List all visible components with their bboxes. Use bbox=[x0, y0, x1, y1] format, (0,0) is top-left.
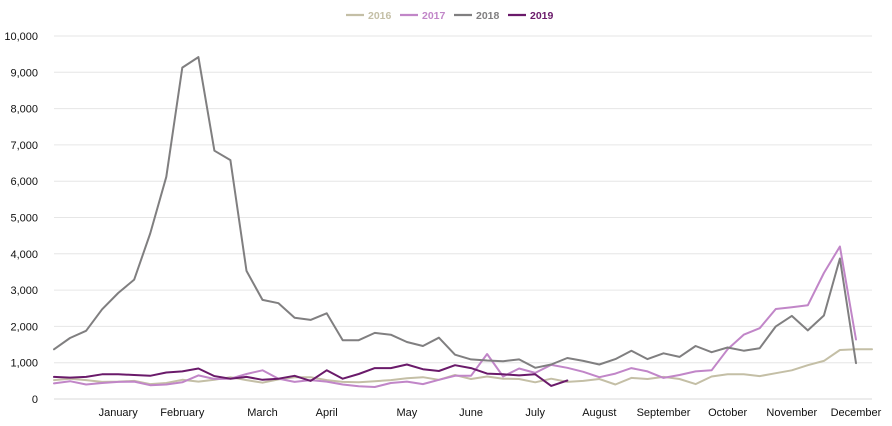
y-tick-label: 6,000 bbox=[10, 176, 38, 188]
y-tick-label: 3,000 bbox=[10, 285, 38, 297]
series-line-2016 bbox=[53, 348, 873, 386]
series-lines bbox=[53, 56, 873, 388]
x-tick-label: June bbox=[459, 407, 483, 419]
x-tick-label: September bbox=[637, 407, 691, 419]
axes: 0 1,000 2,000 3,000 4,000 5,000 6,000 7,000 8,00… bbox=[4, 31, 881, 419]
y-tick-label: 9,000 bbox=[10, 67, 38, 79]
x-tick-label: February bbox=[160, 407, 205, 419]
legend-label-2017: 2017 bbox=[422, 10, 446, 22]
gridlines bbox=[54, 35, 872, 364]
x-tick-label: November bbox=[766, 407, 817, 419]
legend-label-2019: 2019 bbox=[530, 10, 554, 22]
y-tick-label: 8,000 bbox=[10, 104, 38, 116]
y-tick-label: 2,000 bbox=[10, 321, 38, 333]
series-line-2019 bbox=[53, 363, 569, 387]
legend: 2016 2017 2018 2019 bbox=[346, 10, 554, 22]
y-tick-label: 5,000 bbox=[10, 213, 38, 225]
y-tick-label: 0 bbox=[32, 394, 38, 406]
y-tick-label: 4,000 bbox=[10, 249, 38, 261]
x-tick-label: July bbox=[525, 407, 545, 419]
series-line-2018 bbox=[53, 56, 857, 369]
x-tick-label: October bbox=[708, 407, 747, 419]
y-tick-label: 7,000 bbox=[10, 140, 38, 152]
series-line-2017 bbox=[53, 245, 857, 388]
x-tick-label: December bbox=[831, 407, 882, 419]
legend-label-2016: 2016 bbox=[368, 10, 392, 22]
x-tick-label: April bbox=[316, 407, 338, 419]
x-tick-label: January bbox=[99, 407, 139, 419]
y-tick-label: 1,000 bbox=[10, 358, 38, 370]
y-tick-label: 10,000 bbox=[4, 31, 38, 43]
x-tick-label: March bbox=[247, 407, 278, 419]
legend-label-2018: 2018 bbox=[476, 10, 500, 22]
x-tick-label: May bbox=[396, 407, 417, 419]
x-tick-label: August bbox=[582, 407, 616, 419]
